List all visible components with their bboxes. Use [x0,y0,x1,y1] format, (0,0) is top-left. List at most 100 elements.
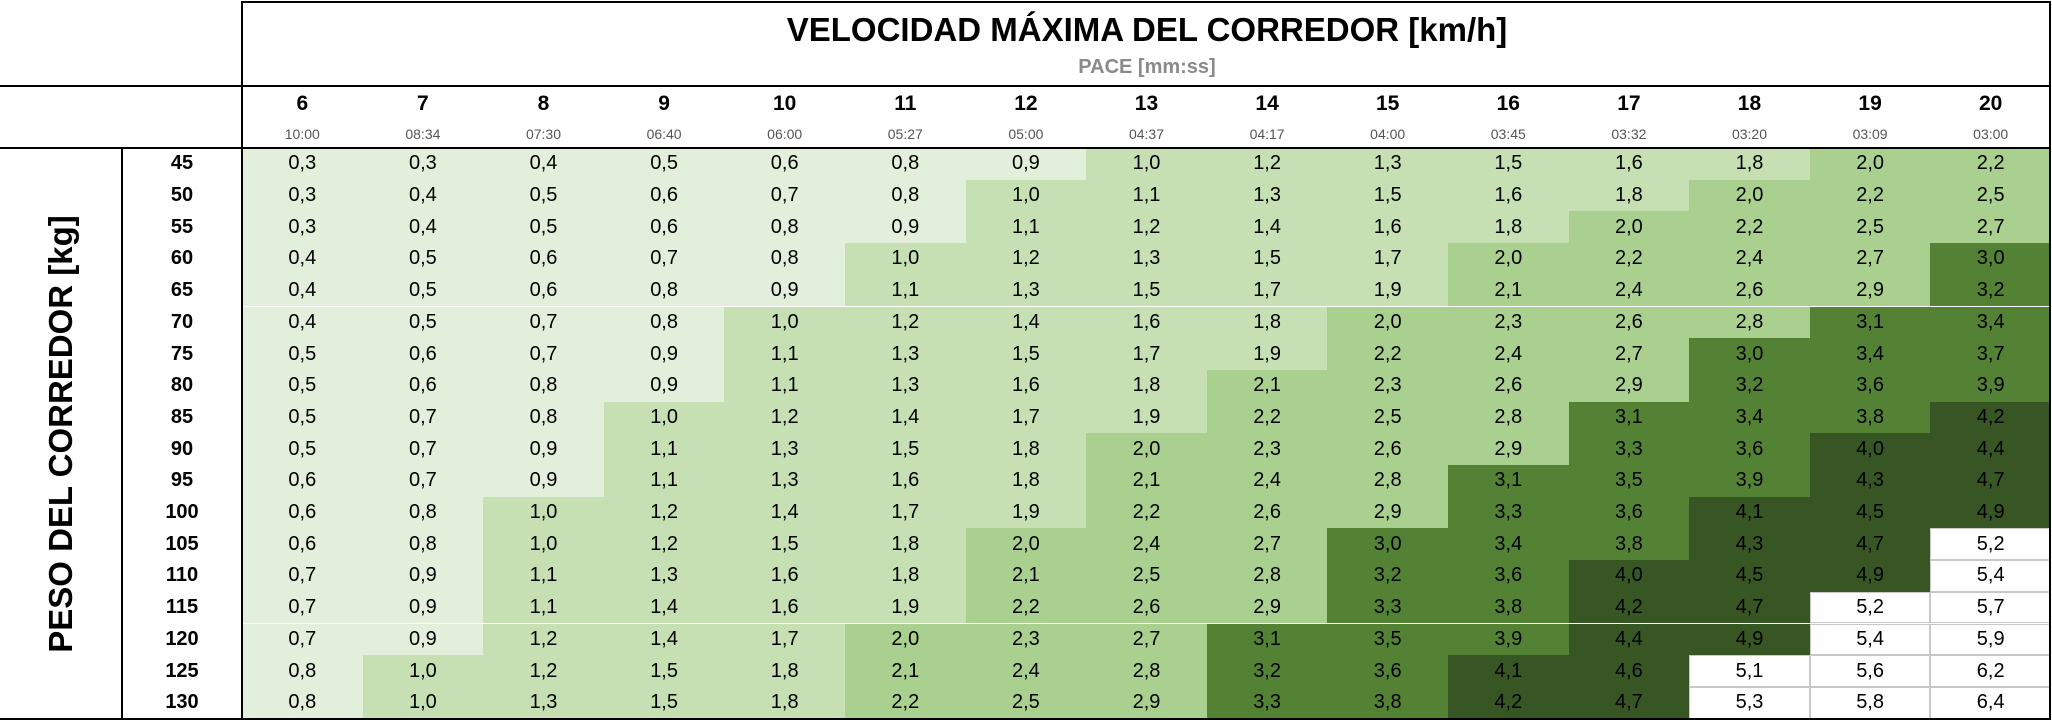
table-cell: 2,2 [1086,496,1207,529]
table-cell: 1,6 [1568,148,1690,180]
table-cell: 1,4 [603,591,725,624]
speed-header-17: 17 [1617,92,1641,115]
table-cell: 3,9 [1448,623,1569,656]
table-cell: 1,6 [965,369,1087,402]
pace-header-17: 03:32 [1611,126,1647,142]
table-cell: 1,7 [1327,243,1448,275]
table-cell: 2,0 [1568,211,1690,244]
table-cell: 2,0 [845,623,966,656]
table-cell: 1,2 [724,401,845,434]
table-cell: 1,3 [1086,243,1207,275]
table-cell: 2,2 [845,686,966,719]
table-cell: 1,1 [965,211,1087,244]
table-cell: 2,0 [1086,433,1207,465]
header-bottom-border [0,147,2051,149]
table-cell: 1,8 [724,686,845,719]
table-cell: 2,8 [1327,465,1448,497]
table-cell: 1,3 [965,274,1087,307]
table-cell: 2,9 [1568,369,1690,402]
speed-header-11: 11 [894,92,917,115]
table-cell: 2,7 [1568,338,1690,370]
table-cell: 0,4 [483,148,604,180]
table-cell: 0,8 [724,243,845,275]
table-cell: 1,0 [362,686,484,719]
table-cell: 3,2 [1327,560,1448,592]
table-cell: 1,9 [965,496,1087,529]
table-cell: 1,6 [845,465,966,497]
table-cell: 4,1 [1448,655,1569,687]
table-cell: 5,1 [1689,655,1810,687]
table-cell: 1,2 [965,243,1087,275]
table-cell: 0,9 [845,211,966,244]
table-cell: 1,9 [1327,274,1448,307]
table-cell: 0,6 [362,369,484,402]
pace-header-11: 05:27 [887,126,923,142]
pace-header-13: 04:37 [1128,126,1164,142]
weight-label-60: 60 [170,247,194,270]
table-cell: 0,6 [242,465,363,497]
table-cell: 4,3 [1809,465,1931,497]
table-cell: 2,5 [1930,179,2051,212]
table-cell: 0,8 [603,274,725,307]
table-cell: 1,3 [724,433,845,465]
table-cell: 3,1 [1448,465,1569,497]
pace-header-8: 07:30 [525,126,561,142]
table-cell: 2,1 [845,655,966,687]
weight-label-105: 105 [165,532,199,555]
table-cell: 1,4 [1206,211,1328,244]
table-cell: 1,0 [845,243,966,275]
table-cell: 2,8 [1448,401,1569,434]
table-cell: 2,4 [1568,274,1690,307]
speed-header-19: 19 [1858,92,1882,115]
table-cell: 1,4 [724,496,845,529]
table-cell: 0,5 [483,179,604,212]
weight-label-65: 65 [170,279,194,302]
table-cell: 0,5 [242,338,363,370]
table-cell: 4,0 [1809,433,1931,465]
table-cell: 5,9 [1930,623,2051,656]
table-cell: 2,7 [1930,211,2051,244]
table-cell: 2,4 [1206,465,1328,497]
table-cell: 4,9 [1689,623,1810,656]
table-cell: 4,4 [1930,433,2051,465]
table-cell: 0,6 [483,274,604,307]
table-cell: 1,1 [483,560,604,592]
table-cell: 3,4 [1809,338,1931,370]
weight-label-50: 50 [170,184,194,207]
table-cell: 1,7 [724,623,845,656]
table-cell: 3,2 [1206,655,1328,687]
y-axis-label-area: PESO DEL CORREDOR [kg] [0,148,122,720]
table-cell: 3,0 [1327,528,1448,561]
speed-header-20: 20 [1979,92,2003,115]
table-cell: 2,2 [1206,401,1328,434]
table-cell: 1,3 [845,369,966,402]
table-cell: 3,1 [1568,401,1690,434]
table-cell: 4,1 [1689,496,1810,529]
pace-header-20: 03:00 [1973,126,2009,142]
table-cell: 0,5 [362,274,484,307]
table-cell: 2,3 [965,623,1087,656]
table-cell: 0,7 [242,623,363,656]
table-cell: 3,3 [1568,433,1690,465]
table-cell: 2,0 [965,528,1087,561]
speed-header-14: 14 [1255,92,1279,115]
table-cell: 3,8 [1448,591,1569,624]
table-cell: 1,7 [845,496,966,529]
table-cell: 2,4 [1448,338,1569,370]
pace-header-10: 06:00 [767,126,803,142]
table-cell: 1,2 [1206,148,1328,180]
weight-label-110: 110 [165,564,199,587]
top-border [242,1,2051,3]
table-cell: 4,2 [1930,401,2051,434]
pace-header-16: 03:45 [1490,126,1526,142]
table-cell: 3,3 [1327,591,1448,624]
table-cell: 1,7 [1086,338,1207,370]
table-cell: 0,8 [362,528,484,561]
weight-label-55: 55 [170,215,194,238]
table-cell: 4,2 [1568,591,1690,624]
weight-label-45: 45 [170,152,194,175]
table-cell: 2,9 [1327,496,1448,529]
table-cell: 1,5 [1327,179,1448,212]
weight-label-115: 115 [165,596,199,619]
